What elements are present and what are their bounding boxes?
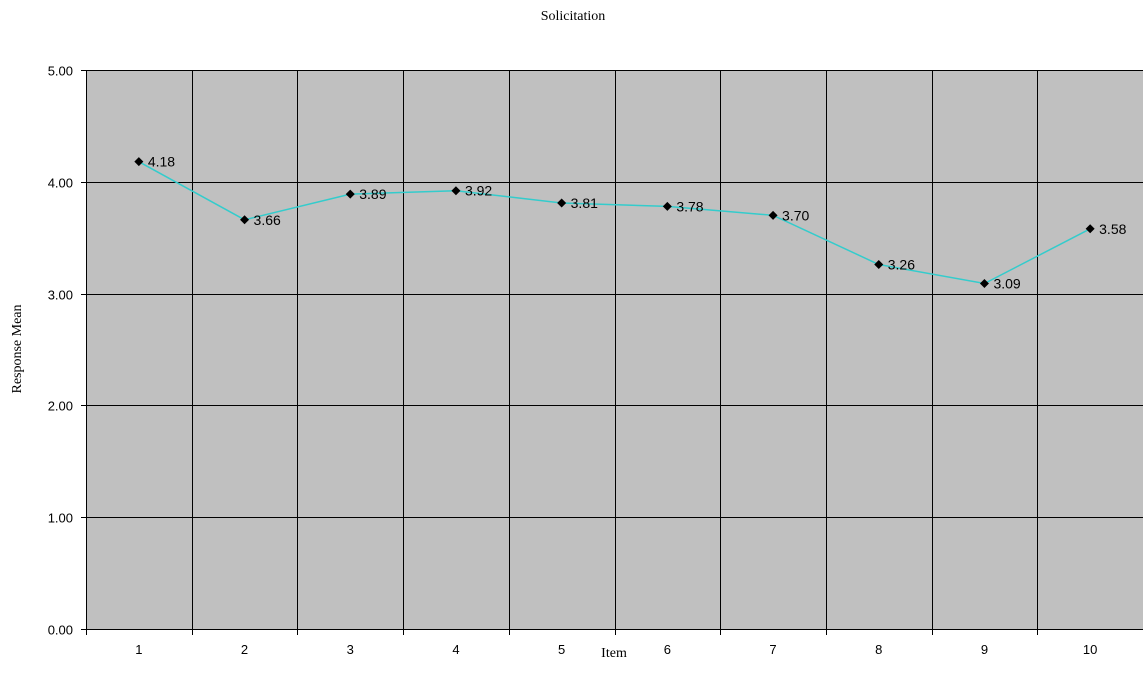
data-markers [134,157,1095,289]
x-axis-tick-label: 4 [452,642,459,657]
series-line [138,161,1091,285]
y-axis-tick-label: 4.00 [48,176,73,191]
data-label: 3.26 [888,257,915,273]
y-axis-tick-labels: 0.00 1.00 2.00 3.00 4.00 5.00 [48,64,73,638]
plot-area [86,70,1143,629]
data-label: 3.89 [359,186,386,202]
data-point [662,201,672,211]
x-axis-tick-label: 1 [135,642,142,657]
series-response-mean [138,161,1091,285]
x-axis-label: Item [601,646,627,661]
x-axis-tick-label: 3 [347,642,354,657]
x-axis-tick-label: 2 [241,642,248,657]
x-axis-tick-label: 5 [558,642,565,657]
data-point [874,260,884,270]
data-label: 3.78 [676,198,703,214]
data-label: 3.66 [254,212,281,228]
data-point [768,210,778,220]
data-point [451,186,461,196]
y-axis-tick-label: 1.00 [48,511,73,526]
y-axis-tick-label: 3.00 [48,288,73,303]
x-axis-tick-label: 7 [769,642,776,657]
y-axis-tick-label: 2.00 [48,399,73,414]
data-point [134,157,144,167]
data-label: 4.18 [148,154,175,170]
y-axis-tick-label: 0.00 [48,623,73,638]
x-axis-tick-labels: 1 2 3 4 5 6 7 8 9 10 [135,642,1097,657]
data-point [557,198,567,208]
x-axis-tick-label: 8 [875,642,882,657]
axes [81,70,1143,635]
data-point [979,279,989,289]
data-label: 3.92 [465,183,492,199]
data-label: 3.58 [1099,221,1126,237]
y-axis-tick-label: 5.00 [48,64,73,79]
x-axis-tick-label: 9 [981,642,988,657]
x-axis-tick-label: 6 [664,642,671,657]
chart-title: Solicitation [541,9,606,24]
data-label: 3.70 [782,207,809,223]
data-point [345,189,355,199]
data-label: 3.09 [993,276,1020,292]
grid-lines [86,70,1143,629]
data-point [240,215,250,225]
data-labels: 4.18 3.66 3.89 3.92 3.81 3.78 3.70 3.26 3.09 3.58 [148,154,1127,292]
data-label: 3.81 [571,195,598,211]
data-point [1085,224,1095,234]
x-axis-tick-label: 10 [1083,642,1097,657]
y-axis-label: Response Mean [10,304,25,393]
